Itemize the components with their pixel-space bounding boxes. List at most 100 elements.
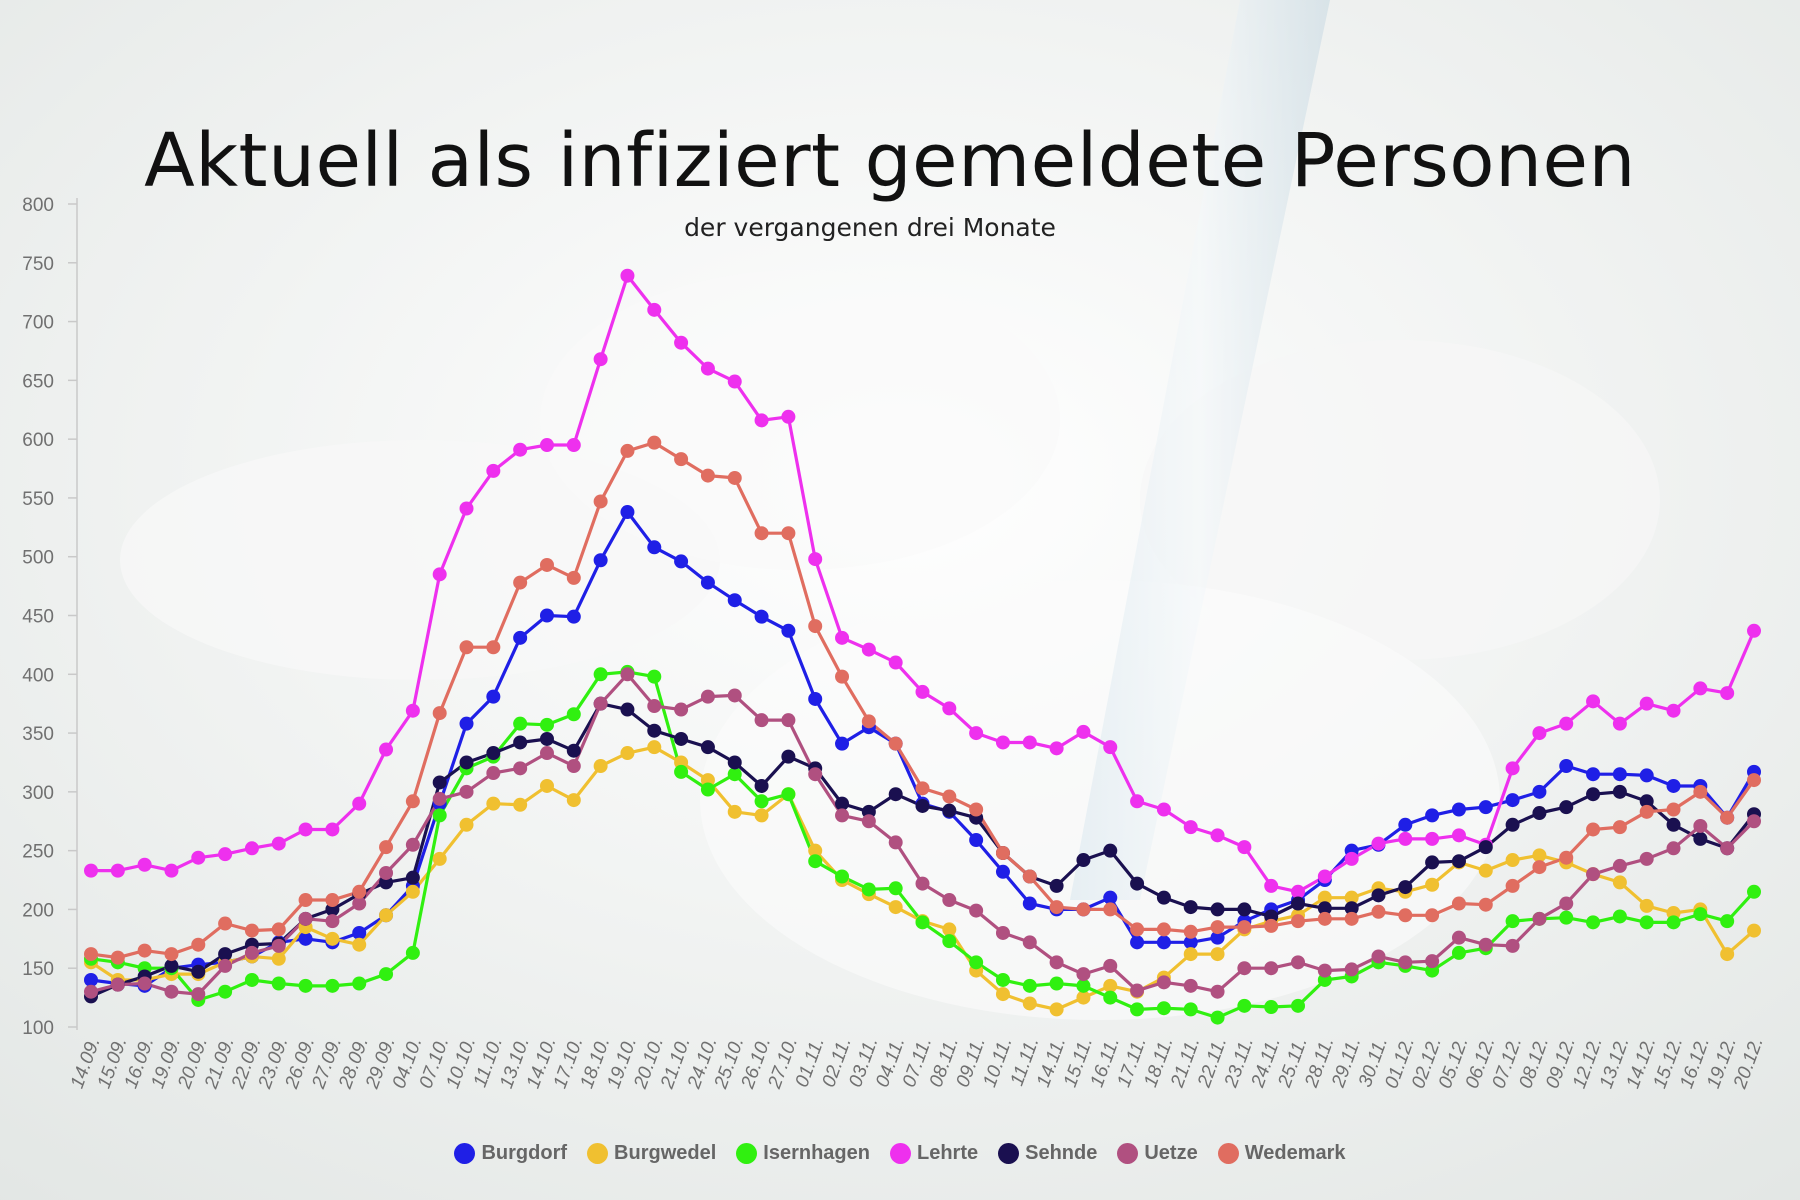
data-point-lehrte [995, 735, 1010, 750]
data-point-lehrte [1747, 623, 1761, 638]
data-point-lehrte [754, 413, 769, 428]
legend-label: Wedemark [1244, 1142, 1346, 1164]
data-point-sehnde [835, 796, 850, 811]
data-point-wedemark [271, 922, 286, 937]
data-point-isernhagen [1693, 907, 1708, 922]
data-point-lehrte [1371, 836, 1386, 851]
legend-item-wedemark[interactable]: Wedemark [1217, 1142, 1346, 1165]
data-point-uetze [1210, 984, 1225, 999]
data-point-burgwedel [486, 796, 501, 811]
data-point-lehrte [1666, 703, 1681, 718]
data-point-lehrte [1720, 686, 1735, 701]
data-point-isernhagen [995, 972, 1010, 987]
data-point-sehnde [754, 778, 769, 793]
data-point-lehrte [352, 796, 367, 811]
data-point-wedemark [1693, 784, 1708, 799]
data-point-isernhagen [1720, 914, 1735, 929]
data-point-sehnde [566, 743, 581, 758]
data-point-uetze [486, 766, 501, 781]
data-point-wedemark [244, 923, 259, 938]
data-point-uetze [700, 689, 715, 704]
data-point-sehnde [539, 731, 554, 746]
data-point-wedemark [861, 714, 876, 729]
data-point-sehnde [888, 787, 903, 802]
data-point-lehrte [1264, 878, 1279, 893]
data-point-isernhagen [1639, 915, 1654, 930]
data-point-wedemark [84, 947, 98, 962]
data-point-sehnde [1210, 902, 1225, 917]
series-line-isernhagen [90, 670, 1756, 1020]
data-point-lehrte [700, 361, 715, 376]
data-point-wedemark [1559, 850, 1574, 865]
data-point-wedemark [432, 706, 447, 721]
data-point-isernhagen [1130, 1002, 1145, 1017]
legend-item-uetze[interactable]: Uetze [1117, 1142, 1198, 1165]
data-point-wedemark [674, 452, 689, 467]
legend-item-isernhagen[interactable]: Isernhagen [736, 1142, 870, 1165]
legend-item-lehrte[interactable]: Lehrte [889, 1142, 978, 1165]
data-point-wedemark [1183, 924, 1198, 939]
data-point-burgdorf [781, 623, 796, 638]
legend-item-burgwedel[interactable]: Burgwedel [587, 1142, 716, 1165]
data-point-burgdorf [1103, 890, 1118, 905]
data-point-wedemark [754, 526, 769, 541]
data-point-sehnde [1612, 784, 1627, 799]
data-point-uetze [1666, 841, 1681, 856]
data-point-uetze [1049, 955, 1064, 970]
data-point-lehrte [539, 438, 554, 453]
data-point-isernhagen [244, 972, 259, 987]
data-point-lehrte [781, 409, 796, 424]
data-point-wedemark [1371, 904, 1386, 919]
data-point-burgdorf [995, 864, 1010, 879]
data-point-wedemark [1451, 896, 1466, 911]
data-point-uetze [1586, 867, 1601, 882]
data-point-burgwedel [1747, 923, 1761, 938]
data-point-isernhagen [566, 707, 581, 722]
data-point-uetze [1156, 975, 1171, 990]
data-point-uetze [1076, 967, 1091, 982]
data-point-wedemark [1398, 908, 1413, 923]
data-point-wedemark [110, 950, 125, 965]
data-point-wedemark [352, 884, 367, 899]
data-point-wedemark [942, 789, 957, 804]
legend-item-sehnde[interactable]: Sehnde [998, 1142, 1097, 1165]
y-tick-label: 450 [22, 607, 54, 628]
data-point-wedemark [781, 526, 796, 541]
data-point-wedemark [1666, 802, 1681, 817]
data-point-sehnde [459, 755, 474, 770]
data-point-burgdorf [1156, 935, 1171, 950]
data-point-burgdorf [1022, 896, 1037, 911]
data-point-burgwedel [995, 987, 1010, 1002]
y-tick-label: 350 [22, 724, 54, 745]
data-point-burgwedel [1103, 978, 1118, 993]
data-point-lehrte [1130, 794, 1145, 809]
data-point-sehnde [1156, 890, 1171, 905]
y-tick-label: 500 [22, 548, 54, 569]
data-point-burgwedel [459, 817, 474, 832]
data-point-uetze [808, 767, 823, 782]
data-point-burgdorf [647, 540, 662, 555]
data-point-uetze [298, 911, 313, 926]
data-point-sehnde [781, 749, 796, 764]
data-point-uetze [647, 699, 662, 714]
data-point-sehnde [647, 723, 662, 738]
data-point-sehnde [513, 735, 528, 750]
data-point-lehrte [84, 863, 98, 878]
legend-item-burgdorf[interactable]: Burgdorf [454, 1142, 567, 1165]
data-point-sehnde [1049, 878, 1064, 893]
data-point-burgdorf [1639, 768, 1654, 783]
data-point-lehrte [1425, 831, 1440, 846]
data-point-uetze [942, 893, 957, 908]
data-point-burgwedel [1612, 875, 1627, 890]
data-point-isernhagen [325, 978, 340, 993]
data-point-uetze [244, 945, 259, 960]
data-point-sehnde [1183, 900, 1198, 915]
data-point-wedemark [164, 947, 179, 962]
data-point-isernhagen [513, 716, 528, 731]
data-point-lehrte [1156, 802, 1171, 817]
data-point-sehnde [1425, 855, 1440, 870]
data-point-burgwedel [1210, 947, 1225, 962]
data-point-lehrte [513, 442, 528, 457]
data-point-burgwedel [620, 746, 635, 761]
data-point-wedemark [1317, 911, 1332, 926]
